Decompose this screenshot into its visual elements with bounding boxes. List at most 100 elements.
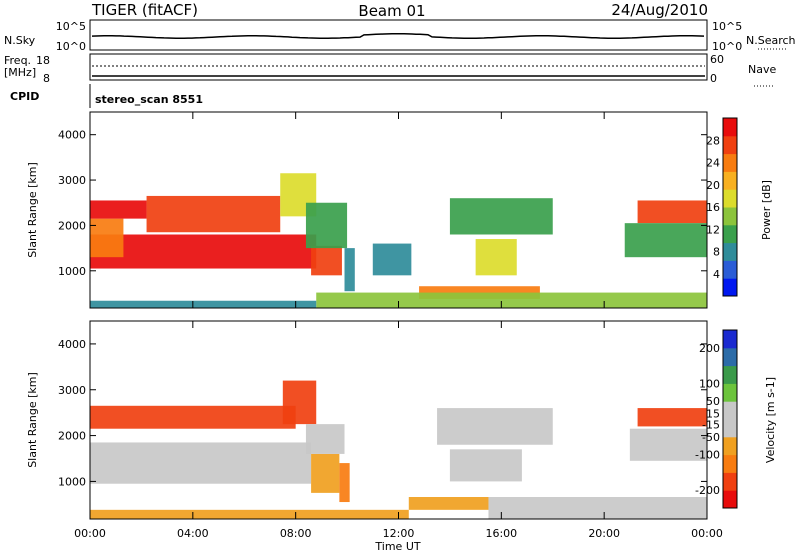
colorbar-tick-label: 50 (706, 395, 720, 408)
colorbar-tick-label: 4 (713, 268, 720, 281)
velocity-colorbar-title: Velocity [m s-1] (764, 377, 777, 463)
heatmap-cell-2 (90, 200, 147, 219)
power-heatmap (90, 173, 707, 308)
heatmap-cell-3 (311, 453, 340, 493)
power-x-ticks (89, 112, 708, 308)
x-axis-title: Time UT (374, 540, 420, 553)
station-title: TIGER (fitACF) (91, 1, 198, 19)
colorbar-segment (723, 207, 737, 226)
nsky-tick-bottom: 10^0 (56, 40, 86, 53)
power-ylabel: Slant Range [km] (26, 162, 39, 258)
colorbar-tick-label: 8 (713, 246, 720, 259)
heatmap-cell-6 (449, 449, 522, 482)
colorbar-tick-label: -200 (695, 484, 720, 497)
nsky-label: N.Sky (4, 34, 36, 47)
cpid-program: stereo_scan 8551 (95, 93, 203, 106)
heatmap-cell-6 (305, 202, 348, 249)
cpid-label: CPID (10, 90, 39, 103)
nsearch-tick-top: 10^5 (712, 20, 742, 33)
colorbar-segment (723, 401, 737, 420)
date-title: 24/Aug/2010 (611, 1, 708, 19)
colorbar-tick-label: 28 (706, 134, 720, 147)
colorbar-frame (722, 117, 738, 297)
x-tick-label: 00:00 (74, 527, 106, 540)
heatmap-cell-9 (488, 497, 707, 519)
colorbar-tick-label: 20 (706, 179, 720, 192)
colorbar-segment (723, 490, 737, 509)
power-y-ticks: 1000 2000 3000 4000 (58, 129, 707, 278)
nsky-tick-top: 10^5 (56, 20, 86, 33)
heatmap-cell-12 (637, 408, 707, 427)
freq-panel: Freq. [MHz] 18 8 60 0 Nave (4, 53, 776, 87)
colorbar-tick-label: -100 (695, 449, 720, 462)
velocity-ylabel: Slant Range [km] (26, 372, 39, 468)
heatmap-cell-11 (449, 198, 553, 235)
y-tick-label: 2000 (58, 219, 86, 232)
colorbar-tick-label: 100 (699, 377, 720, 390)
nsky-frame (89, 19, 708, 51)
x-tick-label: 04:00 (177, 527, 209, 540)
colorbar-frame (722, 329, 738, 509)
nsky-panel: N.Sky 10^5 10^0 10^5 10^0 N.Search (4, 19, 796, 53)
colorbar-segment (723, 135, 737, 155)
velocity-y-ticks: 1000 2000 3000 4000 (58, 338, 707, 488)
heatmap-cell-7 (437, 408, 553, 445)
x-tick-label: 20:00 (588, 527, 620, 540)
cpid-panel: CPID stereo_scan 8551 (10, 84, 203, 108)
freq-tick-top: 18 (36, 54, 50, 67)
nave-label: Nave (748, 63, 776, 76)
colorbar-segment (723, 171, 737, 190)
colorbar-segment (723, 189, 737, 208)
colorbar-segment (723, 472, 737, 491)
heatmap-cell-12 (637, 200, 707, 224)
x-tick-label: 08:00 (280, 527, 312, 540)
colorbar-tick-label: 24 (706, 157, 720, 170)
x-tick-labels: 00:00 04:00 08:00 12:00 16:00 20:00 00:00 (74, 527, 723, 540)
colorbar-tick-label: 15 (706, 408, 720, 421)
y-tick-label: 4000 (58, 338, 86, 351)
heatmap-cell-13 (624, 223, 707, 258)
colorbar-segment (723, 224, 737, 244)
freq-label-line1: Freq. (4, 54, 31, 67)
freq-frame (89, 53, 708, 81)
colorbar-segment (723, 436, 737, 456)
heatmap-cell-5 (311, 245, 342, 276)
x-tick-label: 16:00 (485, 527, 517, 540)
x-tick-label: 00:00 (691, 527, 723, 540)
colorbar-segment (723, 260, 737, 279)
colorbar-tick-label: 16 (706, 201, 720, 214)
nsearch-tick-bottom: 10^0 (712, 40, 742, 53)
heatmap-cell-1 (90, 405, 296, 429)
power-colorbar-title: Power [dB] (760, 180, 773, 240)
power-panel: 1000 2000 3000 4000 Slant Range [km] 28 24 20… (26, 111, 773, 309)
freq-label-line2: [MHz] (4, 66, 36, 79)
colorbar-segment (723, 330, 737, 349)
colorbar-segment (723, 454, 737, 473)
heatmap-cell-15 (90, 300, 317, 308)
heatmap-cell-7 (344, 248, 355, 292)
velocity-x-ticks (89, 321, 708, 519)
colorbar-tick-label: 12 (706, 223, 720, 236)
beam-title: Beam 01 (358, 2, 425, 20)
y-tick-label: 1000 (58, 265, 86, 278)
y-tick-label: 1000 (58, 475, 86, 488)
y-tick-label: 3000 (58, 174, 86, 187)
velocity-heatmap (90, 380, 707, 519)
heatmap-cell-0 (90, 234, 317, 269)
colorbar-segment (723, 383, 737, 402)
colorbar-tick-label: -50 (702, 431, 720, 444)
heatmap-cell-5 (305, 424, 345, 454)
heatmap-cell-14 (316, 292, 707, 308)
heatmap-cell-8 (372, 243, 412, 276)
heatmap-cell-0 (90, 442, 312, 484)
heatmap-cell-4 (339, 463, 350, 503)
power-colorbar: 28 24 20 16 12 8 4 (706, 117, 738, 297)
colorbar-segment (723, 347, 737, 367)
heatmap-cell-9 (475, 239, 517, 276)
colorbar-segment (723, 118, 737, 137)
nave-tick-top: 60 (710, 53, 724, 66)
nsearch-label: N.Search (746, 34, 796, 47)
colorbar-segment (723, 153, 737, 172)
